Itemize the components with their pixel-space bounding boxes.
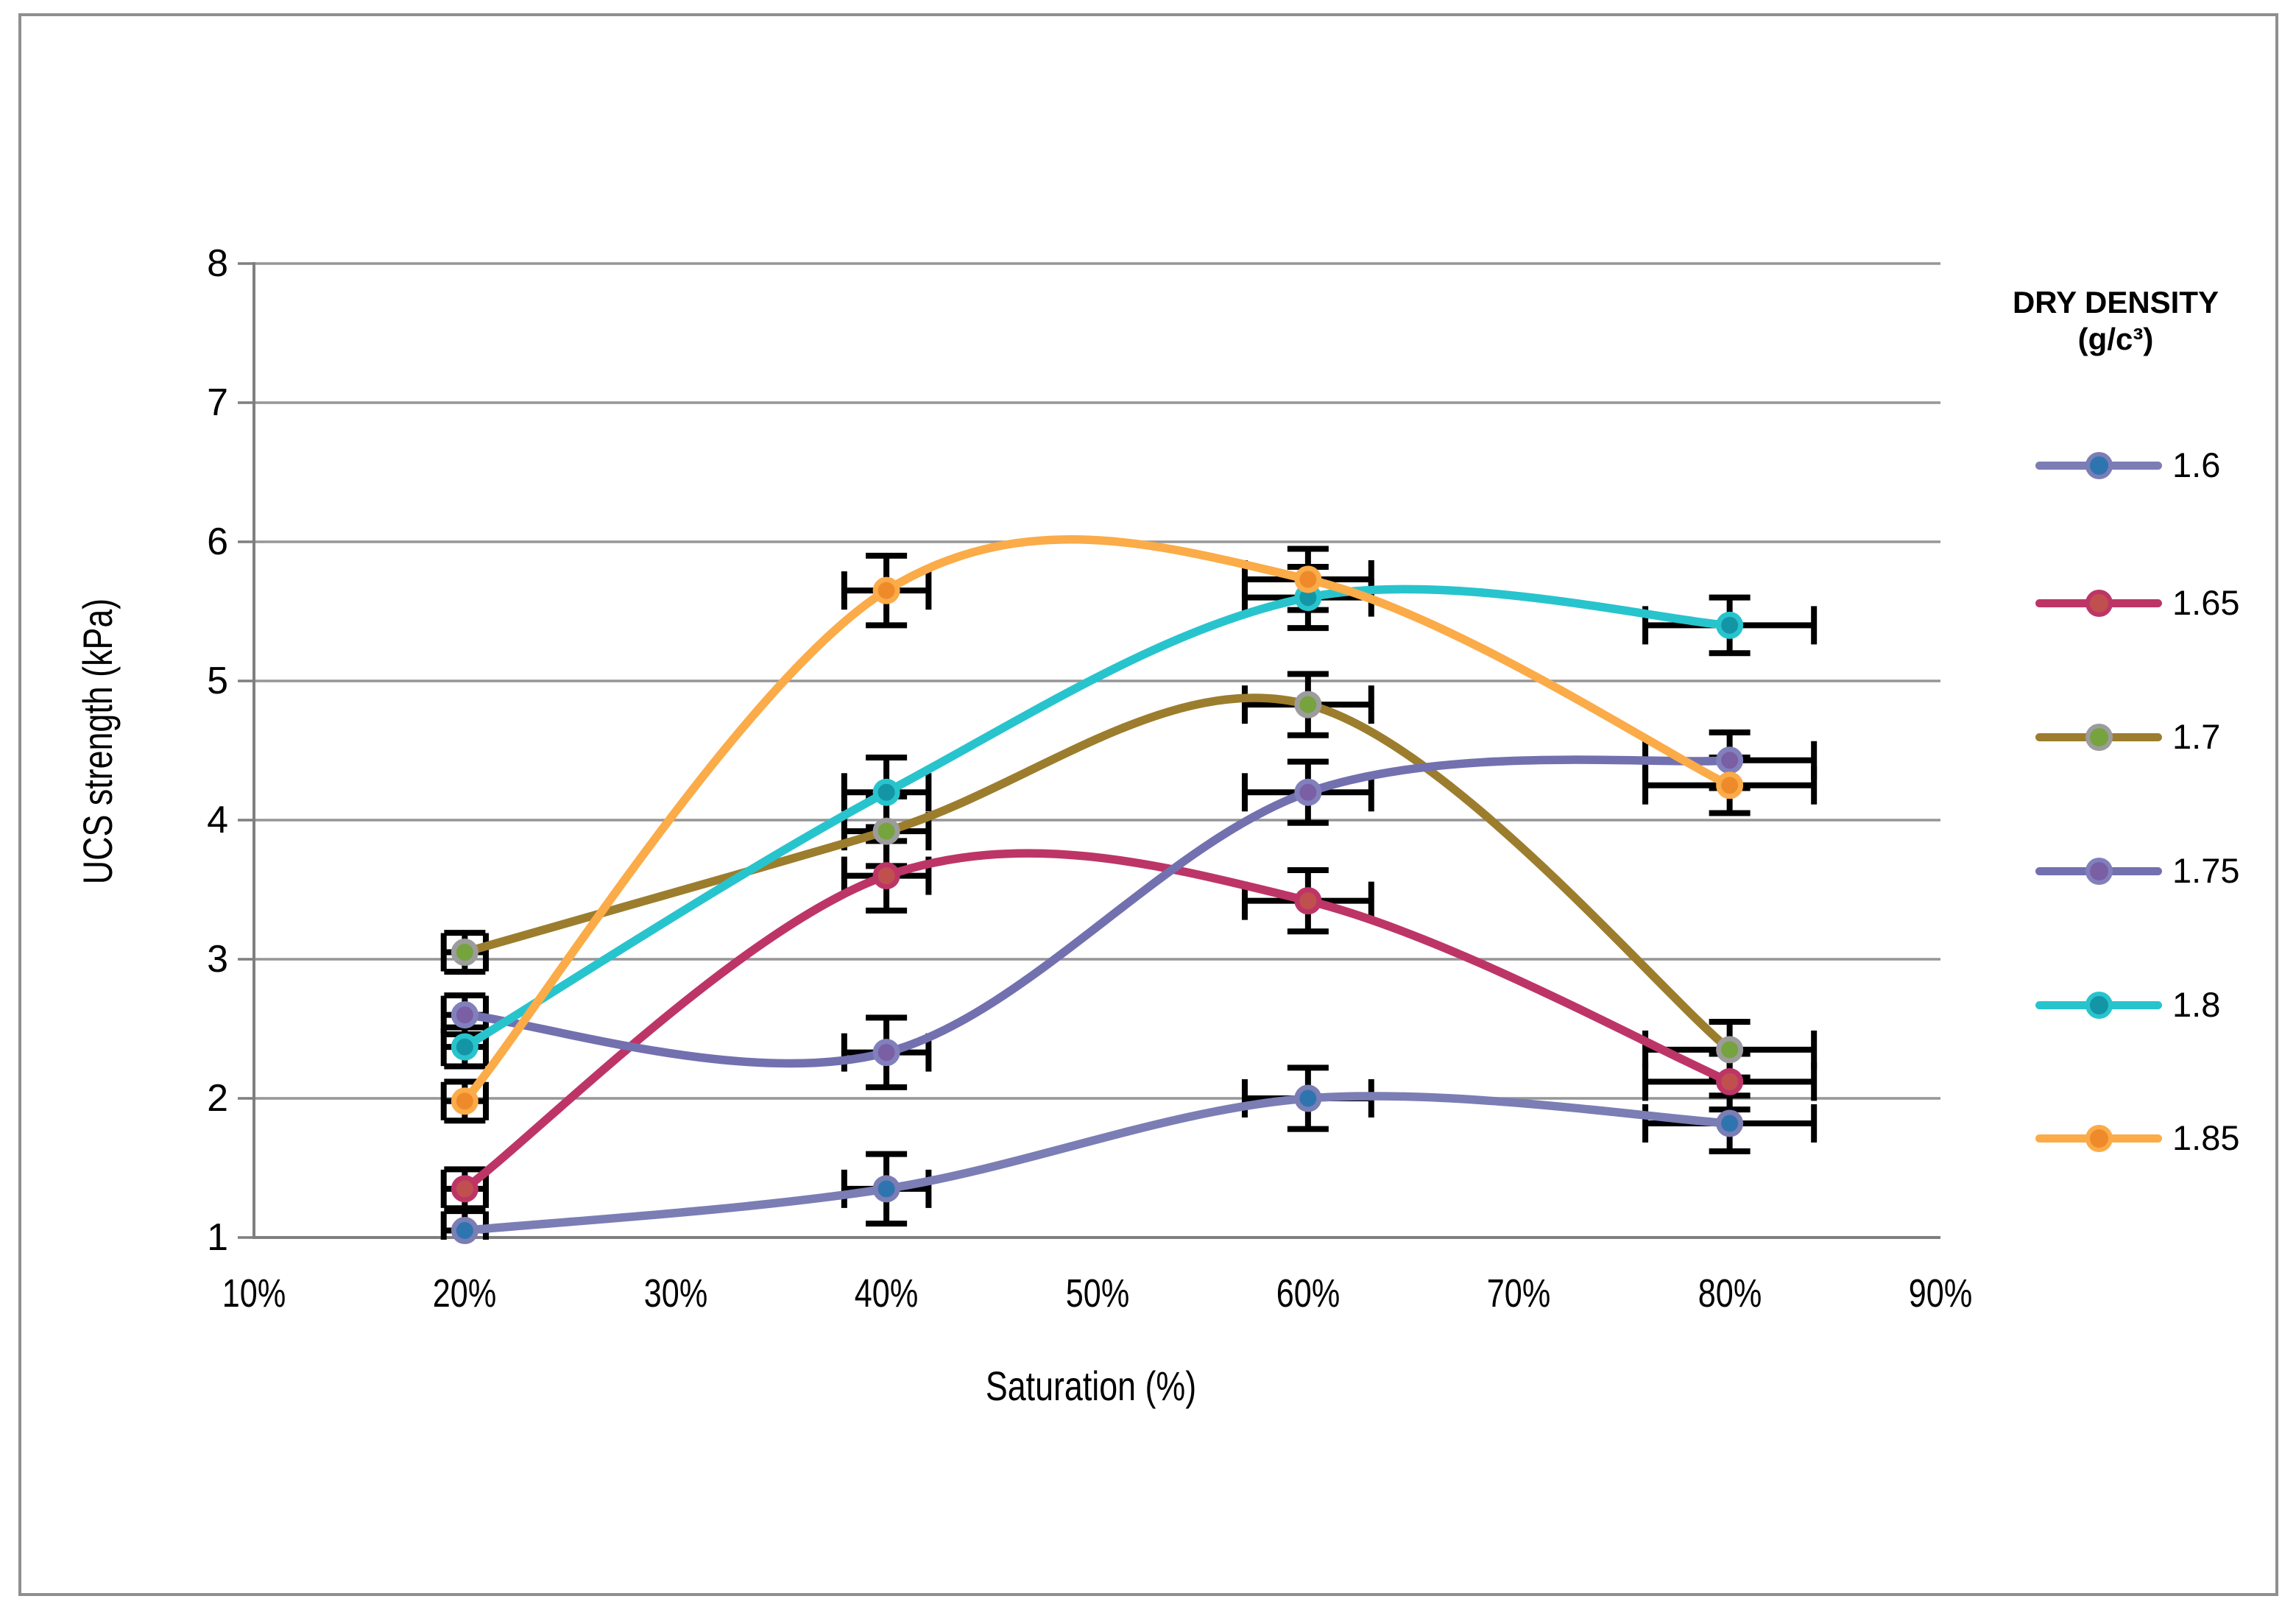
data-point-1.65-60: [1294, 887, 1322, 915]
data-point-1.65-80: [1716, 1067, 1744, 1095]
legend-item-1.8: 1.8: [2035, 986, 2286, 1024]
x-tick-label-20: 20%: [433, 1271, 497, 1316]
series-line-1.7: [460, 693, 1734, 1054]
x-tick-label-70: 70%: [1487, 1271, 1551, 1316]
legend-marker-icon: [2085, 992, 2113, 1019]
series-line-1.8: [460, 585, 1734, 1051]
y-tick-label-2: 2: [207, 1077, 228, 1120]
data-point-1.8-80: [1716, 611, 1744, 639]
data-point-1.85-80: [1716, 772, 1744, 799]
y-tick-label-1: 1: [207, 1216, 228, 1259]
data-point-1.85-60: [1294, 565, 1322, 593]
x-tick-label-80: 80%: [1698, 1271, 1762, 1316]
x-tick-label-90: 90%: [1908, 1271, 1973, 1316]
data-point-1.75-80: [1716, 746, 1744, 774]
data-point-1.85-20: [451, 1087, 478, 1115]
x-tick-label-60: 60%: [1276, 1271, 1340, 1316]
x-tick-label-40: 40%: [854, 1271, 919, 1316]
legend-marker-icon: [2085, 590, 2113, 617]
data-point-1.7-20: [451, 939, 478, 967]
data-point-1.6-20: [451, 1217, 478, 1245]
x-tick-label-50: 50%: [1065, 1271, 1129, 1316]
data-point-1.6-60: [1294, 1084, 1322, 1112]
data-point-1.7-60: [1294, 691, 1322, 719]
legend-item-label: 1.85: [2172, 1118, 2240, 1157]
legend-item-1.65: 1.65: [2035, 584, 2286, 622]
legend-title-line1: DRY DENSITY: [2012, 285, 2219, 319]
y-tick-label-4: 4: [207, 799, 228, 841]
y-tick-label-8: 8: [207, 242, 228, 285]
series-line-1.65: [460, 849, 1734, 1193]
legend-marker-icon: [2085, 724, 2113, 751]
y-tick-label-7: 7: [207, 381, 228, 424]
y-tick-label-6: 6: [207, 520, 228, 563]
data-point-1.75-60: [1294, 778, 1322, 806]
series-line-1.75: [460, 755, 1734, 1068]
data-point-1.85-40: [872, 576, 900, 604]
data-point-1.7-40: [872, 817, 900, 845]
data-point-1.7-80: [1716, 1036, 1744, 1064]
data-point-1.6-40: [872, 1175, 900, 1203]
legend-title: DRY DENSITY (g/c³): [1968, 284, 2263, 358]
data-point-1.75-40: [872, 1039, 900, 1067]
x-tick-label-10: 10%: [222, 1271, 286, 1316]
legend-item-1.85: 1.85: [2035, 1119, 2286, 1157]
legend-item-label: 1.8: [2172, 985, 2221, 1024]
y-tick-label-3: 3: [207, 938, 228, 981]
series-line-1.6: [460, 1092, 1734, 1235]
legend-marker-icon: [2085, 858, 2113, 885]
legend-item-1.6: 1.6: [2035, 446, 2286, 484]
x-axis-title: Saturation (%): [985, 1363, 1197, 1409]
figure-border: [18, 13, 2278, 1596]
data-point-1.8-20: [451, 1033, 478, 1061]
legend-title-line2: (g/c³): [2077, 322, 2154, 356]
y-tick-label-5: 5: [207, 660, 228, 702]
legend-marker-icon: [2085, 452, 2113, 479]
x-tick-label-30: 30%: [643, 1271, 707, 1316]
y-axis-title: UCS strength (kPa): [74, 598, 121, 885]
legend-item-label: 1.6: [2172, 445, 2221, 484]
legend-item-1.75: 1.75: [2035, 852, 2286, 890]
legend-item-1.7: 1.7: [2035, 718, 2286, 756]
legend-marker-icon: [2085, 1125, 2113, 1152]
data-point-1.65-40: [872, 862, 900, 890]
series-line-1.85: [460, 534, 1734, 1106]
legend-item-label: 1.7: [2172, 717, 2221, 756]
legend-item-label: 1.65: [2172, 583, 2240, 622]
data-point-1.65-20: [451, 1175, 478, 1203]
legend-item-label: 1.75: [2172, 851, 2240, 890]
data-point-1.75-20: [451, 1001, 478, 1029]
data-point-1.6-80: [1716, 1109, 1744, 1137]
data-point-1.8-40: [872, 778, 900, 806]
